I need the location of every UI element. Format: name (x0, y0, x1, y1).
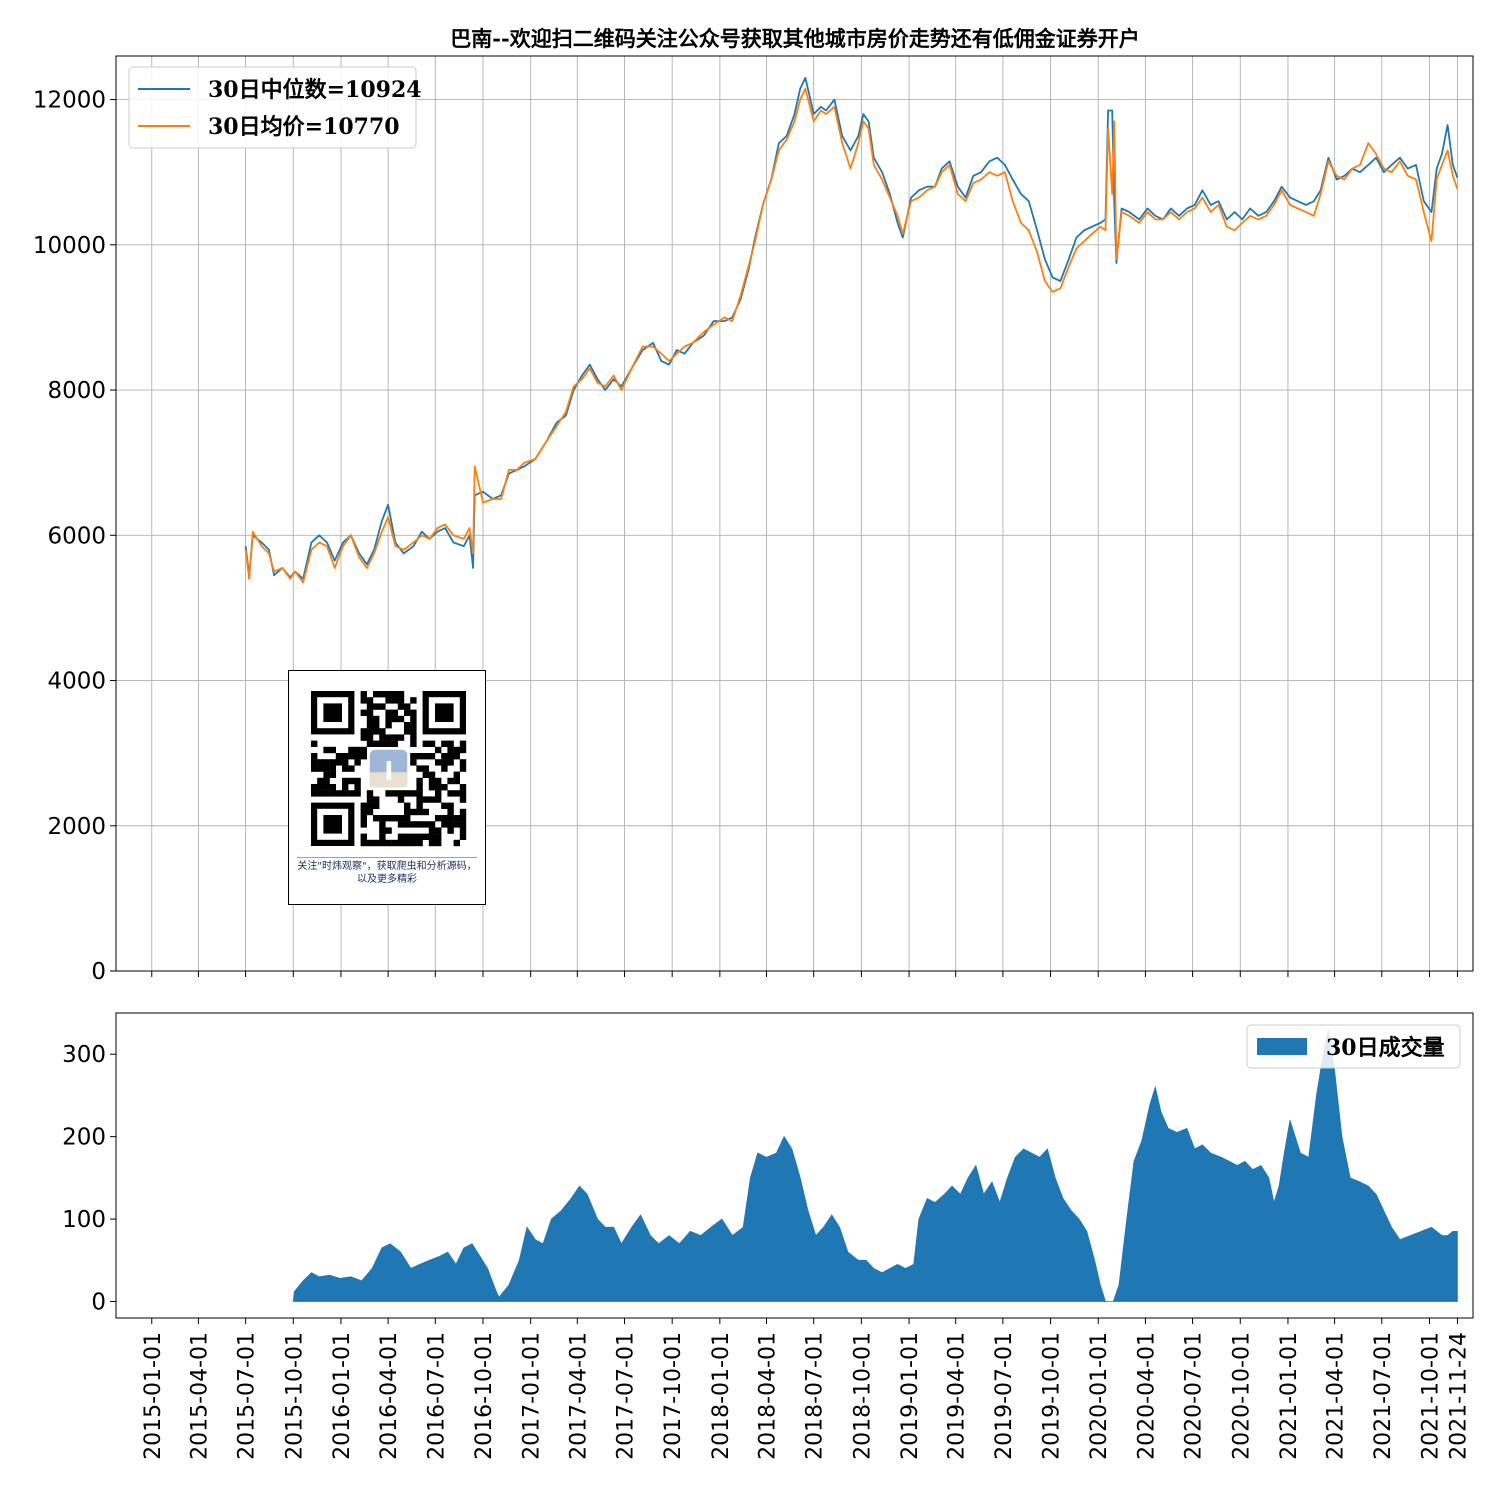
bottom-x-tick-label: 2018-01-01 (709, 1332, 734, 1460)
bottom-x-tick-label: 2016-01-01 (330, 1332, 355, 1460)
bottom-x-tick-label: 2019-01-01 (898, 1332, 923, 1460)
bottom-x-tick-label: 2016-10-01 (472, 1332, 497, 1460)
top-y-tick-label: 8000 (47, 378, 106, 404)
bottom-x-tick-label: 2021-07-01 (1371, 1332, 1396, 1460)
bottom-x-tick-label: 2018-10-01 (850, 1332, 875, 1460)
legend-label-0: 30日中位数=10924 (208, 77, 422, 103)
bottom-panel-legend: 30日成交量 (1246, 1024, 1461, 1069)
bottom-x-tick-label: 2015-04-01 (187, 1332, 212, 1460)
bottom-x-tick-label: 2019-04-01 (945, 1332, 970, 1460)
bottom-y-tick-label: 0 (91, 1290, 106, 1316)
series-line-1 (244, 87, 1459, 584)
bottom-x-tick-label: 2020-01-01 (1087, 1332, 1112, 1460)
legend-label-1: 30日均价=10770 (208, 114, 400, 140)
top-panel-x-ticks (151, 971, 1458, 977)
bottom-x-tick-label: 2017-10-01 (661, 1332, 686, 1460)
bottom-x-tick-label: 2017-07-01 (614, 1332, 639, 1460)
bottom-panel-x-axis: 2015-01-01 2015-04-01 2015-07-01 2015-10-01… (141, 1318, 1471, 1460)
bottom-x-tick-label: 2018-04-01 (756, 1332, 781, 1460)
top-y-tick-label: 10000 (33, 233, 106, 259)
bottom-x-tick-label: 2015-10-01 (282, 1332, 307, 1460)
top-y-tick-label: 2000 (47, 814, 106, 840)
top-panel-series (244, 76, 1459, 584)
bottom-x-tick-label: 2017-01-01 (520, 1332, 545, 1460)
bottom-x-tick-label: 2020-10-01 (1229, 1332, 1254, 1460)
bottom-legend-swatch (1257, 1038, 1307, 1055)
bottom-x-tick-label: 2015-01-01 (141, 1332, 166, 1460)
bottom-legend-label: 30日成交量 (1326, 1035, 1445, 1061)
bottom-x-tick-label: 2019-10-01 (1040, 1332, 1065, 1460)
top-panel-frame (115, 55, 1474, 972)
bottom-x-tick-label: 2020-07-01 (1182, 1332, 1207, 1460)
chart-title: 巴南--欢迎扫二维码关注公众号获取其他城市房价走势还有低佣金证券开户 (450, 26, 1139, 51)
top-legend-box (128, 66, 417, 149)
bottom-panel-frame (115, 1012, 1474, 1319)
bottom-x-tick-label: 2016-07-01 (424, 1332, 449, 1460)
bottom-y-tick-label: 100 (62, 1207, 106, 1233)
volume-area-0 (292, 1029, 1458, 1302)
bottom-x-tick-label: 2021-01-01 (1277, 1332, 1302, 1460)
bottom-x-tick-label: 2021-10-01 (1419, 1332, 1444, 1460)
bottom-panel-y-axis: 0 100 200 300 (62, 1042, 116, 1316)
top-y-tick-label: 0 (91, 959, 106, 985)
bottom-x-tick-label: 2015-07-01 (235, 1332, 260, 1460)
bottom-x-tick-label: 2019-07-01 (992, 1332, 1017, 1460)
qr-caption: 关注"时炜观察"，获取爬虫和分析源码，以及更多精彩 (297, 857, 477, 886)
bottom-y-tick-label: 300 (62, 1042, 106, 1068)
bottom-panel-series (292, 1029, 1458, 1302)
bottom-x-tick-label: 2020-04-01 (1134, 1332, 1159, 1460)
bottom-x-tick-label: 2021-04-01 (1324, 1332, 1349, 1460)
qr-code-icon (311, 691, 467, 847)
top-panel-legend: 30日中位数=10924 30日均价=10770 (128, 66, 422, 149)
bottom-x-tick-label: 2016-04-01 (377, 1332, 402, 1460)
top-y-tick-label: 12000 (33, 88, 106, 114)
bottom-x-tick-label: 2021-11-24 (1446, 1332, 1471, 1460)
qr-code-card: 关注"时炜观察"，获取爬虫和分析源码，以及更多精彩 (288, 670, 486, 905)
top-y-tick-label: 4000 (47, 669, 106, 695)
bottom-y-tick-label: 200 (62, 1125, 106, 1151)
top-y-tick-label: 6000 (47, 523, 106, 549)
top-panel-y-axis: 0 2000 4000 6000 8000 10000 12000 (33, 88, 116, 985)
bottom-x-tick-label: 2018-07-01 (803, 1332, 828, 1460)
series-line-0 (244, 76, 1459, 580)
bottom-x-tick-label: 2017-04-01 (566, 1332, 591, 1460)
bottom-legend-box (1246, 1024, 1461, 1069)
